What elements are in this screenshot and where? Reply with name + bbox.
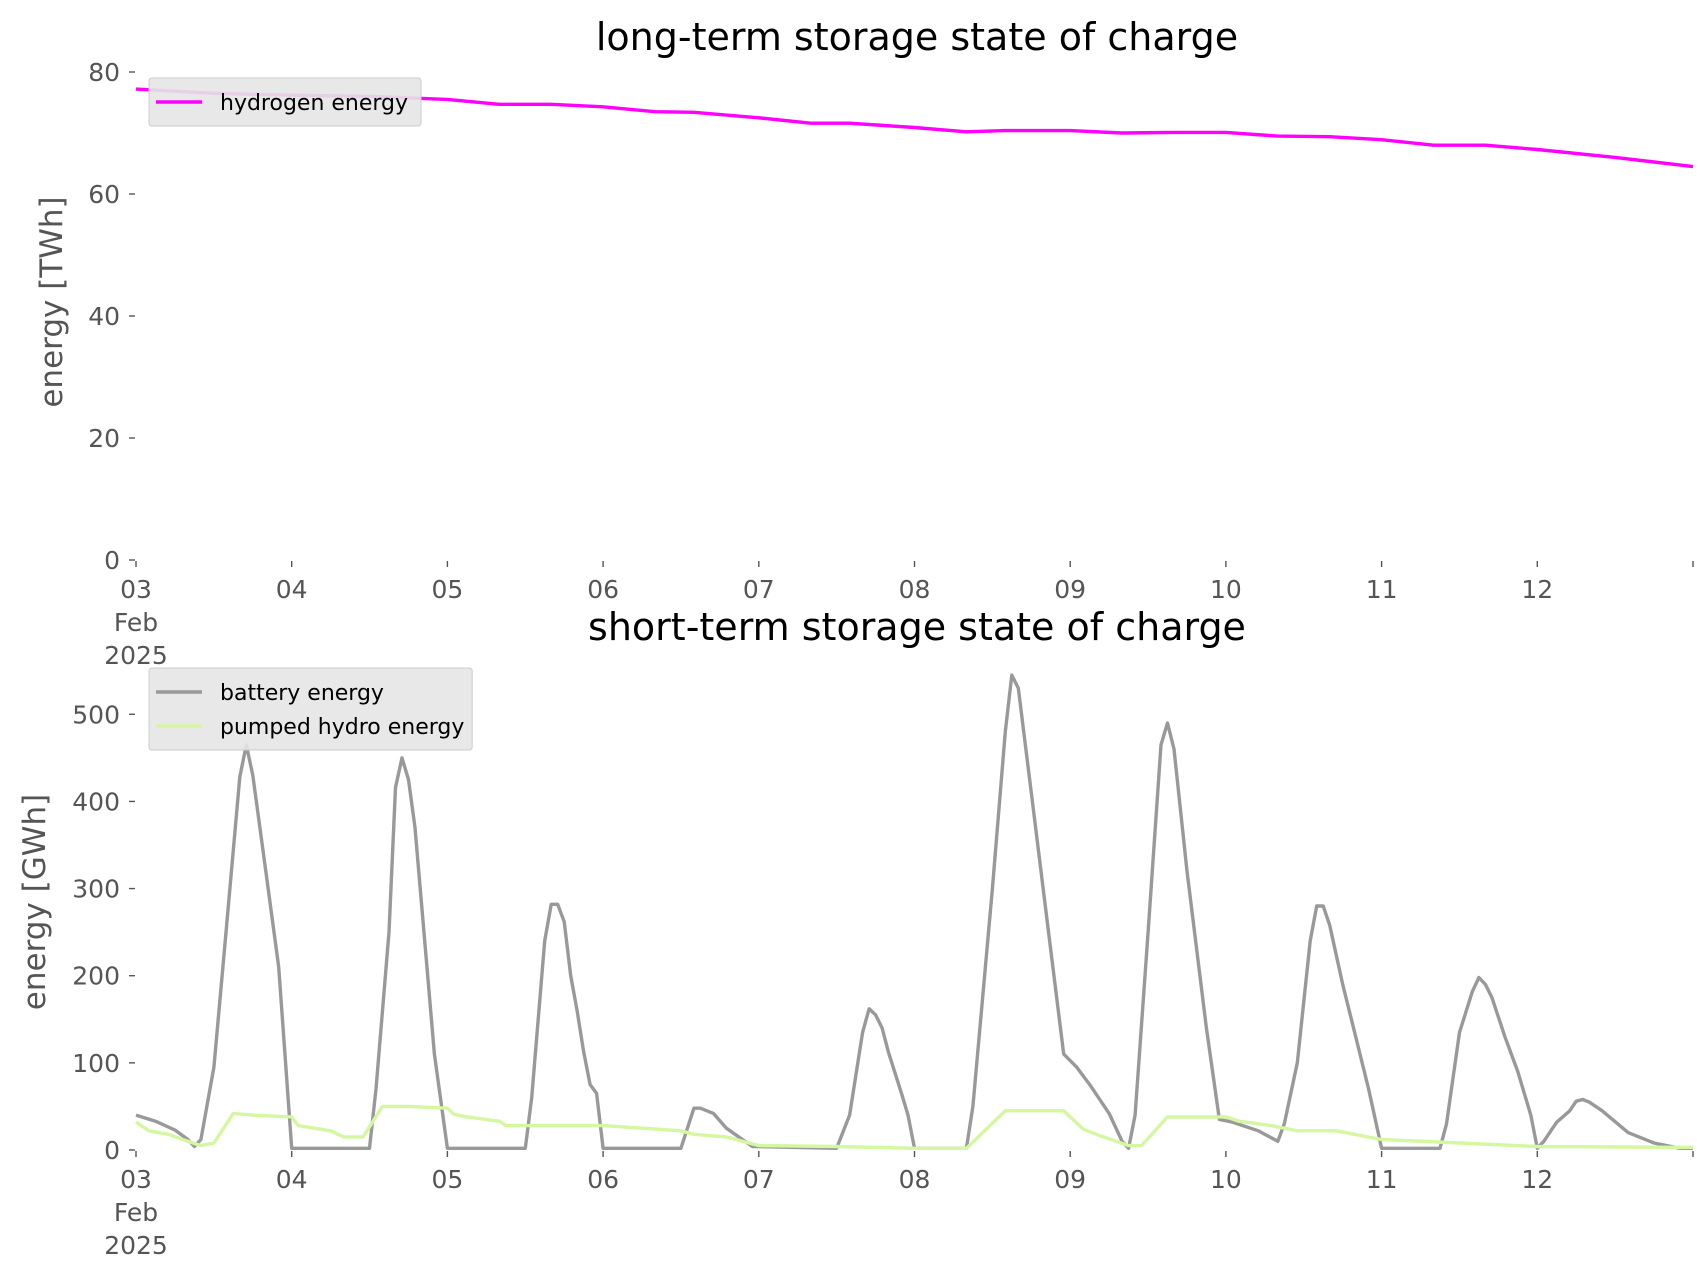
y-tick-label: 80 [88,58,120,87]
x-tick-label: 04 [276,1165,308,1194]
chart-title: short-term storage state of charge [588,605,1246,649]
x-tick-label: 12 [1521,1165,1553,1194]
chart-long-term: long-term storage state of charge energy… [34,15,1694,670]
chart-short-term: short-term storage state of charge energ… [17,605,1694,1260]
series-lines [135,87,1694,169]
x-ticks: 03 Feb 2025 04 05 06 07 08 09 10 11 12 [104,1151,1694,1260]
x-tick-label: 03 Feb 2025 [104,575,168,670]
y-ticks: 0 20 40 60 80 [88,58,135,575]
y-axis-label: energy [GWh] [17,794,53,1010]
x-tick-label: 12 [1521,575,1553,604]
x-tick-label: 10 [1210,575,1242,604]
x-tick-label: 06 [587,1165,619,1194]
series-line [135,1104,1694,1150]
series-lines [135,673,1694,1150]
x-tick-label: 05 [431,1165,463,1194]
y-tick-label: 60 [88,180,120,209]
x-tick-label: 11 [1366,575,1398,604]
y-tick-label: 40 [88,302,120,331]
y-tick-label: 300 [72,875,120,904]
legend-label: battery energy [220,681,384,706]
x-tick-label: 03 Feb 2025 [104,1165,168,1260]
legend: battery energy pumped hydro energy [148,667,473,751]
x-tick-label: 11 [1366,1165,1398,1194]
y-tick-label: 500 [72,700,120,729]
x-tick-label: 09 [1054,1165,1086,1194]
x-tick-label: 10 [1210,1165,1242,1194]
x-tick-label: 07 [743,575,775,604]
x-tick-label: 08 [899,1165,931,1194]
x-tick-label: 06 [587,575,619,604]
legend-label: hydrogen energy [220,91,408,116]
x-tick-label: 08 [899,575,931,604]
legend-box [148,77,422,127]
x-tick-label: 07 [743,1165,775,1194]
y-tick-label: 400 [72,787,120,816]
legend: hydrogen energy [148,77,422,127]
series-line [135,87,1694,169]
x-ticks: 03 Feb 2025 04 05 06 07 08 09 10 11 12 [104,561,1694,670]
y-axis-label: energy [TWh] [34,196,70,407]
y-tick-label: 0 [104,1136,120,1165]
chart-title: long-term storage state of charge [596,15,1238,59]
y-tick-label: 20 [88,424,120,453]
y-ticks: 0 100 200 300 400 500 [72,700,135,1165]
legend-box [148,667,473,751]
legend-label: pumped hydro energy [220,715,464,740]
y-tick-label: 100 [72,1049,120,1078]
y-tick-label: 0 [104,546,120,575]
x-tick-label: 04 [276,575,308,604]
series-line [135,673,1693,1150]
x-tick-label: 09 [1054,575,1086,604]
y-tick-label: 200 [72,962,120,991]
x-tick-label: 05 [431,575,463,604]
